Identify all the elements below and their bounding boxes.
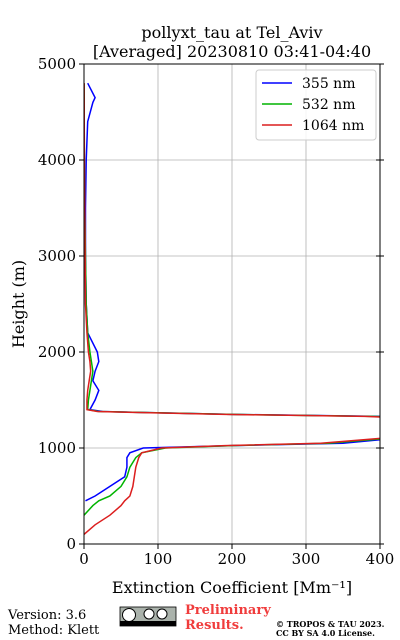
- cc-logo: [119, 606, 177, 627]
- legend-label: 1064 nm: [302, 118, 364, 134]
- x-tick-label: 200: [218, 550, 247, 568]
- y-axis-label: Height (m): [9, 260, 28, 348]
- profile-line: [84, 83, 380, 516]
- x-axis-label: Extinction Coefficient [Mm⁻¹]: [112, 578, 352, 597]
- y-tick-label: 5000: [38, 55, 76, 73]
- y-tick-label: 0: [66, 535, 76, 553]
- y-tick-label: 2000: [38, 343, 76, 361]
- plot-area: [84, 82, 380, 535]
- profile-line: [84, 82, 380, 502]
- x-tick-label: 100: [144, 550, 173, 568]
- legend: 355 nm 532 nm 1064 nm: [255, 69, 377, 141]
- profile-line: [84, 83, 380, 535]
- version: Version: 3.6: [7, 608, 86, 623]
- chart-title: pollyxt_tau at Tel_Aviv: [141, 23, 322, 42]
- method: Method: Klett: [8, 623, 100, 638]
- x-tick-label: 0: [79, 550, 89, 568]
- y-tick-label: 1000: [38, 439, 76, 457]
- legend-label: 355 nm: [302, 76, 355, 92]
- legend-box: [255, 69, 377, 141]
- legend-label: 532 nm: [302, 97, 355, 113]
- license: CC BY SA 4.0 License.: [276, 628, 375, 638]
- notice: Preliminary Results.: [185, 603, 271, 633]
- x-tick-label: 300: [292, 550, 321, 568]
- copyright: © TROPOS & TAU 2023.: [276, 619, 385, 629]
- y-tick-label: 4000: [38, 151, 76, 169]
- y-tick-label: 3000: [38, 247, 76, 265]
- chart-subtitle: [Averaged] 20230810 03:41-04:40: [93, 42, 371, 61]
- x-tick-label: 400: [366, 550, 395, 568]
